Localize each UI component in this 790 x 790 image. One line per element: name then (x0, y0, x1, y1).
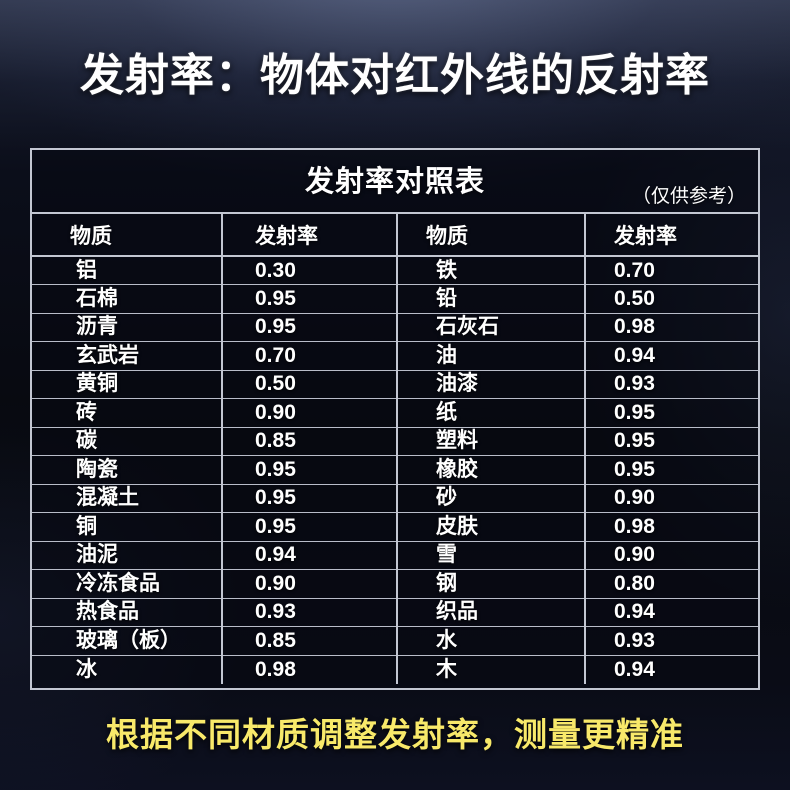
cell-material2: 纸 (397, 398, 586, 428)
cell-material: 碳 (32, 427, 223, 456)
cell-value2: 0.93 (585, 370, 758, 399)
table-reference-note: （仅供参考） (631, 186, 746, 207)
table-row: 沥青 0.95 石灰石 0.98 (32, 313, 758, 342)
cell-material2: 油 (397, 341, 586, 371)
cell-material: 玻璃（板） (32, 626, 223, 656)
cell-material: 铜 (32, 512, 223, 542)
cell-value2: 0.94 (614, 657, 655, 681)
table-row: 热食品 0.93 织品 0.94 (32, 598, 758, 627)
cell-value2: 0.90 (585, 484, 758, 513)
cell-value2: 0.93 (585, 626, 758, 656)
cell-material2: 皮肤 (397, 512, 586, 542)
cell-material2: 石灰石 (397, 313, 586, 342)
cell-value2: 0.98 (585, 313, 758, 342)
cell-material2: 钢 (397, 569, 586, 599)
cell-value: 0.98 (222, 655, 398, 684)
cell-value: 0.95 (222, 512, 398, 542)
table-body: 铝 0.30 铁 0.70 石棉 0.95 铅 0.50 沥青 0.95 石灰石 0.98 玄武岩 0.7… (32, 256, 758, 684)
cell-value2: 0.98 (585, 512, 758, 542)
cell-value: 0.85 (222, 626, 398, 656)
cell-value: 0.94 (222, 541, 398, 570)
column-header-material-1: 物质 (32, 214, 223, 257)
cell-material2: 雪 (397, 541, 586, 570)
cell-material2: 铁 (397, 256, 586, 285)
cell-value2: 0.50 (585, 284, 758, 314)
cell-value: 0.50 (222, 370, 398, 399)
table-row: 油泥 0.94 雪 0.90 (32, 541, 758, 570)
cell-value2: 0.90 (585, 541, 758, 570)
cell-material2: 油漆 (397, 370, 586, 399)
emissivity-table-card: 发射率对照表 （仅供参考） 物质 发射率 物质 发射率 铝 0.30 铁 0.70 石棉… (30, 148, 760, 690)
table-row: 碳 0.85 塑料 0.95 (32, 427, 758, 456)
cell-material2: 砂 (397, 484, 586, 513)
bottom-caption: 根据不同材质调整发射率，测量更精准 (106, 716, 684, 753)
cell-value2: 0.94 (585, 598, 758, 627)
table-title: 发射率对照表 (304, 166, 485, 198)
cell-material2: 织品 (397, 598, 586, 627)
cell-material: 冰 (32, 655, 223, 684)
cell-material: 陶瓷 (32, 455, 223, 485)
cell-value2: 0.94 (585, 341, 758, 371)
emissivity-table: 物质 发射率 物质 发射率 铝 0.30 铁 0.70 石棉 0.95 铅 0.50 沥青 0.9… (32, 214, 758, 684)
table-row: 黄铜 0.50 油漆 0.93 (32, 370, 758, 399)
cell-material: 砖 (32, 398, 223, 428)
cell-material: 铝 (32, 256, 223, 285)
cell-material: 黄铜 (32, 370, 223, 399)
page-title: 发射率：物体对红外线的反射率 (80, 51, 710, 100)
table-row: 铝 0.30 铁 0.70 (32, 256, 758, 285)
table-row: 冷冻食品 0.90 钢 0.80 (32, 569, 758, 599)
cell-material2: 铅 (397, 284, 586, 314)
table-title-row: 发射率对照表 （仅供参考） (32, 150, 758, 214)
cell-material: 玄武岩 (32, 341, 223, 371)
cell-material2: 木 (397, 655, 586, 684)
cell-material: 热食品 (32, 598, 223, 627)
table-row: 铜 0.95 皮肤 0.98 (32, 512, 758, 542)
table-row: 石棉 0.95 铅 0.50 (32, 284, 758, 314)
cell-value: 0.95 (222, 484, 398, 513)
column-header-emissivity-2: 发射率 (585, 214, 758, 257)
cell-material: 冷冻食品 (32, 569, 223, 599)
cell-value2: 0.70 (585, 256, 758, 285)
cell-material2: 水 (397, 626, 586, 656)
cell-material: 沥青 (32, 313, 223, 342)
cell-value2: 0.80 (585, 569, 758, 599)
cell-material: 油泥 (32, 541, 223, 570)
cell-value2: 0.95 (585, 455, 758, 485)
cell-value: 0.90 (222, 569, 398, 599)
column-header-emissivity-1: 发射率 (222, 214, 398, 257)
table-row: 冰 0.98 木 0.94 (32, 655, 758, 684)
cell-value: 0.30 (222, 256, 398, 285)
cell-value: 0.95 (222, 284, 398, 314)
table-row: 砖 0.90 纸 0.95 (32, 398, 758, 428)
cell-value: 0.93 (222, 598, 398, 627)
cell-value: 0.95 (222, 455, 398, 485)
cell-value: 0.90 (222, 398, 398, 428)
table-row: 玻璃（板） 0.85 水 0.93 (32, 626, 758, 656)
column-header-material-2: 物质 (397, 214, 586, 257)
cell-value2: 0.95 (585, 427, 758, 456)
table-head: 物质 发射率 物质 发射率 (32, 214, 758, 257)
cell-value2: 0.95 (585, 398, 758, 428)
cell-material: 石棉 (32, 284, 223, 314)
background-top-glow (0, 0, 790, 150)
table-row: 陶瓷 0.95 橡胶 0.95 (32, 455, 758, 485)
cell-material2: 塑料 (397, 427, 586, 456)
cell-value: 0.85 (222, 427, 398, 456)
cell-value: 0.70 (222, 341, 398, 371)
table-row: 玄武岩 0.70 油 0.94 (32, 341, 758, 371)
cell-material: 混凝土 (32, 484, 223, 513)
cell-material2: 橡胶 (397, 455, 586, 485)
table-row: 混凝土 0.95 砂 0.90 (32, 484, 758, 513)
cell-value: 0.95 (222, 313, 398, 342)
table-header-row: 物质 发射率 物质 发射率 (32, 214, 758, 257)
